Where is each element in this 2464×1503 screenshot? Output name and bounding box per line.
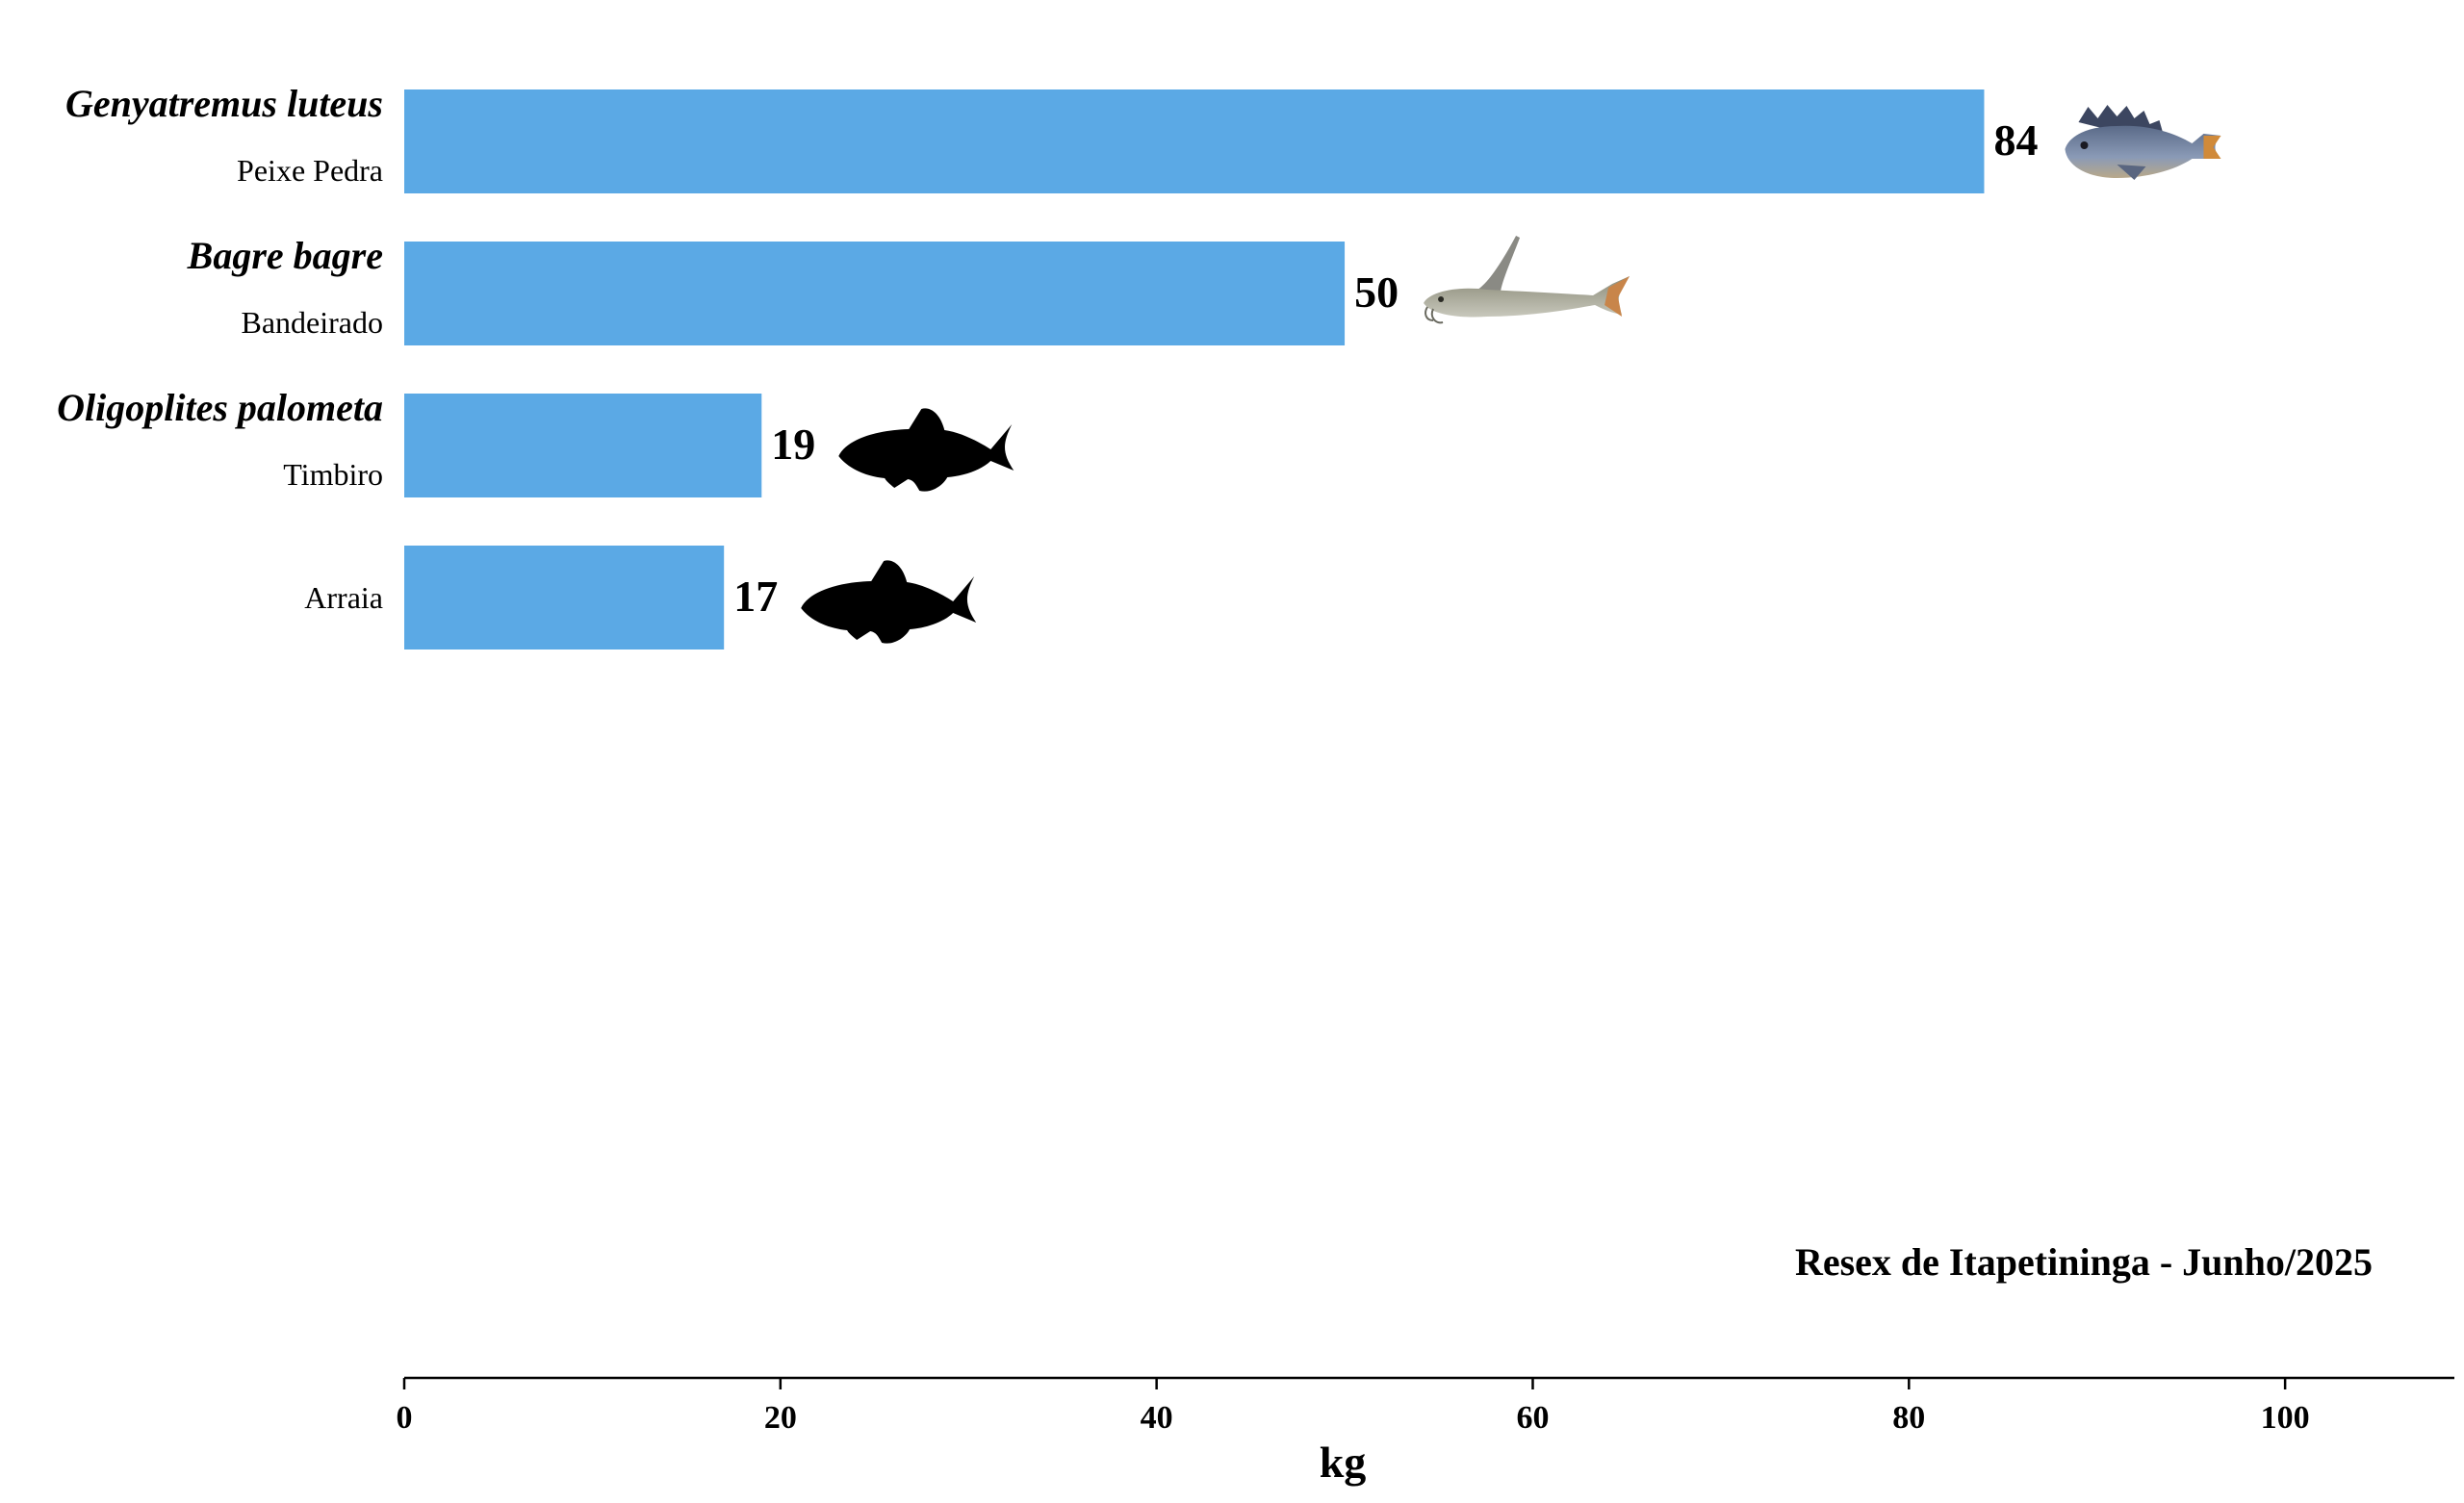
common-name-label: Timbiro [283,457,383,492]
value-labels: 84 50 19 17 [733,115,2038,621]
bar [404,242,1346,345]
common-name-label: Peixe Pedra [237,153,383,188]
fish-silhouette-icon [838,408,1014,492]
photo-catfish-icon [1423,236,1631,324]
value-label: 17 [733,572,778,621]
value-label: 50 [1354,267,1399,317]
photo-fish-icon [2065,105,2221,180]
value-label: 19 [771,420,815,469]
bar [404,546,725,650]
x-tick-label: 80 [1892,1400,1925,1436]
x-axis-ticks: 0 20 40 60 80 100 [397,1378,2310,1436]
bar [404,394,762,497]
common-name-label: Arraia [304,580,383,615]
scientific-name-label: Genyatremus luteus [65,82,383,125]
fish-silhouette-icon [801,560,977,644]
common-name-label: Bandeirado [242,305,384,340]
x-tick-label: 60 [1516,1400,1549,1436]
category-labels: Genyatremus luteus Peixe Pedra Bagre bagre… [57,82,383,615]
x-tick-label: 0 [397,1400,413,1436]
bars-layer [404,89,1985,650]
scientific-name-label: Bagre bagre [187,234,383,277]
x-tick-label: 100 [2261,1400,2310,1436]
x-tick-label: 40 [1141,1400,1173,1436]
x-axis: 0 20 40 60 80 100 kg [397,1376,2454,1487]
x-axis-label: kg [1320,1438,1367,1487]
scientific-name-label: Oligoplites palometa [57,386,383,429]
bar [404,89,1985,193]
value-label: 84 [1993,115,2038,165]
x-tick-label: 20 [764,1400,797,1436]
chart-annotation: Resex de Itapetininga - Junho/2025 [1795,1240,2373,1284]
